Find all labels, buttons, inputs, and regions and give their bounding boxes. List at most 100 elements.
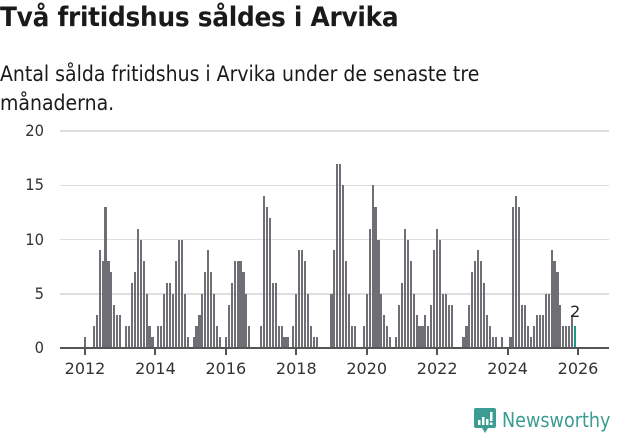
bar xyxy=(550,250,553,348)
bar xyxy=(415,315,418,348)
bar xyxy=(230,282,233,348)
x-tick-label: 2016 xyxy=(205,359,247,378)
bar xyxy=(145,293,148,348)
bar xyxy=(174,261,178,348)
bar xyxy=(447,304,450,348)
bar xyxy=(483,282,486,348)
bar xyxy=(204,272,207,348)
bar xyxy=(151,337,154,348)
highlighted-bar xyxy=(573,326,577,348)
bar xyxy=(477,250,480,348)
bar xyxy=(280,326,283,348)
bar xyxy=(201,293,204,348)
bar xyxy=(547,293,550,348)
y-tick-label: 20 xyxy=(25,121,44,140)
bar xyxy=(397,304,401,348)
last-value-label: 2 xyxy=(570,302,581,322)
bar xyxy=(315,337,318,348)
bar xyxy=(553,261,556,348)
bar xyxy=(286,337,289,348)
bar xyxy=(116,315,119,348)
bar xyxy=(101,261,104,348)
newsworthy-chart-icon xyxy=(473,408,496,433)
bar xyxy=(353,326,357,348)
bar xyxy=(339,163,342,348)
y-tick-label: 0 xyxy=(34,338,44,357)
bar xyxy=(148,326,151,348)
bar xyxy=(295,293,298,348)
bar xyxy=(377,239,380,348)
bar xyxy=(535,315,538,348)
bar xyxy=(348,293,351,348)
bar xyxy=(171,293,175,348)
bar xyxy=(491,337,494,348)
bar xyxy=(107,261,110,348)
bar xyxy=(529,337,533,348)
x-tick xyxy=(365,348,368,355)
bar xyxy=(521,304,524,348)
bar xyxy=(512,206,515,348)
bar xyxy=(562,326,565,348)
bar xyxy=(304,261,307,348)
bar xyxy=(210,272,213,348)
bar xyxy=(265,206,268,348)
y-tick-label: 15 xyxy=(25,175,44,195)
bar xyxy=(213,293,216,348)
bar xyxy=(306,293,310,348)
bar xyxy=(571,315,574,348)
bar xyxy=(183,293,186,348)
bar xyxy=(95,315,98,348)
bar xyxy=(342,185,345,348)
bar xyxy=(374,206,377,348)
bar xyxy=(277,326,280,348)
bar xyxy=(186,337,189,348)
bar xyxy=(421,326,424,348)
bar xyxy=(298,250,301,348)
bar xyxy=(350,326,354,348)
bar xyxy=(163,293,166,348)
bar xyxy=(468,304,471,348)
x-tick xyxy=(154,348,157,355)
bar xyxy=(83,337,87,348)
bar xyxy=(283,337,286,348)
bar xyxy=(248,326,251,348)
bar xyxy=(494,337,497,348)
bar xyxy=(215,326,219,348)
bar xyxy=(471,272,474,348)
bar xyxy=(142,261,145,348)
bar xyxy=(218,337,222,348)
x-tick xyxy=(224,348,227,355)
bar xyxy=(166,282,169,348)
bar xyxy=(538,315,541,348)
x-tick xyxy=(84,348,86,355)
x-tick xyxy=(577,348,579,355)
y-tick-label: 5 xyxy=(34,283,44,303)
bar xyxy=(242,272,245,348)
bar xyxy=(271,282,274,348)
bar xyxy=(345,261,348,348)
bar xyxy=(409,261,412,348)
bar xyxy=(233,261,236,348)
y-tick-label: 10 xyxy=(25,229,44,249)
bar xyxy=(110,272,113,348)
gridline xyxy=(60,238,609,241)
bar xyxy=(465,326,468,348)
bar xyxy=(192,337,195,348)
bar xyxy=(568,326,571,348)
x-tick-label: 2018 xyxy=(275,359,317,378)
bar xyxy=(227,304,230,348)
bar xyxy=(389,337,392,348)
bar xyxy=(559,304,562,348)
bar xyxy=(239,261,242,348)
bar xyxy=(301,250,304,348)
bar-chart: 0 5 10 15 20 2012 2014 2016 2018 2020 2022 2024 2026… xyxy=(0,120,631,380)
bar xyxy=(365,293,368,348)
bar xyxy=(509,337,512,348)
brand-name: Newsworthy xyxy=(501,408,611,432)
bar xyxy=(262,196,266,348)
bar xyxy=(98,250,101,348)
bar xyxy=(180,239,183,348)
bar xyxy=(524,304,527,348)
gridline xyxy=(60,184,609,186)
bar xyxy=(268,217,271,348)
